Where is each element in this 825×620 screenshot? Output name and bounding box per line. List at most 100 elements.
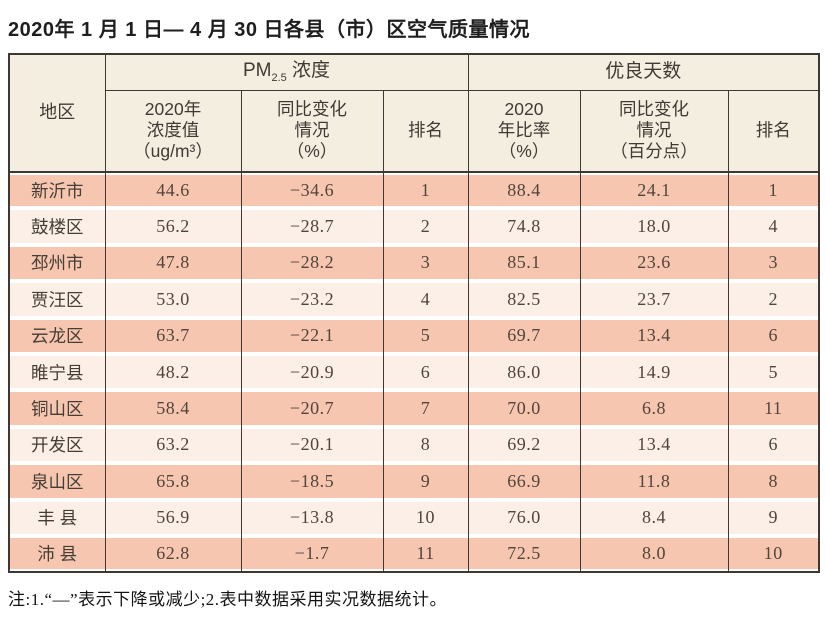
header-sub-row: 2020年 浓度值 （ug/m³） 同比变化 情况 （%） 排名 2020 年比… bbox=[9, 90, 820, 173]
page-title: 2020年 1 月 1 日— 4 月 30 日各县（市）区空气质量情况 bbox=[8, 19, 531, 41]
region-cell: 泉山区 bbox=[8, 463, 106, 500]
value-cell: 63.7 bbox=[104, 317, 242, 354]
value-cell: 5 bbox=[727, 353, 820, 391]
value-cell: 6 bbox=[727, 426, 820, 464]
value-cell: 9 bbox=[727, 499, 820, 536]
value-cell: −18.5 bbox=[240, 463, 384, 500]
value-cell: 11 bbox=[382, 535, 469, 573]
col-group-good-days: 优良天数 bbox=[467, 54, 820, 91]
value-cell: 70.0 bbox=[467, 390, 581, 427]
value-cell: 2 bbox=[382, 208, 469, 245]
value-cell: 88.4 bbox=[467, 172, 581, 209]
value-cell: 72.5 bbox=[467, 535, 581, 573]
value-cell: 4 bbox=[727, 208, 820, 245]
value-cell: 76.0 bbox=[467, 499, 581, 536]
header-group-row: 地区 PM2.5 浓度 优良天数 bbox=[8, 54, 820, 173]
region-cell: 鼓楼区 bbox=[8, 208, 106, 245]
value-cell: −23.2 bbox=[240, 281, 384, 318]
value-cell: 13.4 bbox=[579, 317, 729, 354]
table-row: 开发区 63.2 −20.1 8 69.2 13.4 6 bbox=[8, 426, 820, 464]
value-cell: −20.1 bbox=[240, 426, 384, 464]
table-row: 泉山区 65.8 −18.5 9 66.9 11.8 8 bbox=[8, 463, 820, 500]
table-row: 新沂市 44.6 −34.6 1 88.4 24.1 1 bbox=[8, 172, 820, 209]
value-cell: 6.8 bbox=[579, 390, 729, 427]
value-cell: 63.2 bbox=[104, 426, 242, 464]
region-cell: 丰 县 bbox=[8, 499, 106, 536]
value-cell: 5 bbox=[382, 317, 469, 354]
table-row: 丰 县 56.9 −13.8 10 76.0 8.4 9 bbox=[8, 499, 820, 536]
value-cell: 58.4 bbox=[104, 390, 242, 427]
region-cell: 新沂市 bbox=[8, 172, 106, 209]
table-row: 邳州市 47.8 −28.2 3 85.1 23.6 3 bbox=[8, 244, 820, 282]
value-cell: 6 bbox=[727, 317, 820, 354]
col-header-good-ratio: 2020 年比率 （%） bbox=[467, 90, 581, 173]
region-cell: 贾汪区 bbox=[8, 281, 106, 318]
table-row: 铜山区 58.4 −20.7 7 70.0 6.8 11 bbox=[8, 390, 820, 427]
value-cell: 85.1 bbox=[467, 244, 581, 282]
value-cell: 4 bbox=[382, 281, 469, 318]
value-cell: 7 bbox=[382, 390, 469, 427]
value-cell: 11 bbox=[727, 390, 820, 427]
region-cell: 云龙区 bbox=[8, 317, 106, 354]
value-cell: 53.0 bbox=[104, 281, 242, 318]
value-cell: −28.7 bbox=[240, 208, 384, 245]
value-cell: 56.2 bbox=[104, 208, 242, 245]
table-body: 新沂市 44.6 −34.6 1 88.4 24.1 1 鼓楼区 56.2 −28.7 2 74.8 1… bbox=[8, 172, 820, 573]
value-cell: −1.7 bbox=[240, 535, 384, 573]
col-header-pm-rank: 排名 bbox=[382, 90, 469, 173]
value-cell: 1 bbox=[382, 172, 469, 209]
value-cell: 82.5 bbox=[467, 281, 581, 318]
value-cell: −20.7 bbox=[240, 390, 384, 427]
value-cell: 8.0 bbox=[579, 535, 729, 573]
pm25-label-prefix: PM bbox=[242, 59, 272, 81]
col-header-good-change: 同比变化 情况 （百分点） bbox=[579, 90, 729, 173]
value-cell: 48.2 bbox=[104, 353, 242, 391]
col-header-pm-value: 2020年 浓度值 （ug/m³） bbox=[104, 90, 242, 173]
value-cell: 74.8 bbox=[467, 208, 581, 245]
value-cell: 2 bbox=[727, 281, 820, 318]
table-header: 地区 PM2.5 浓度 优良天数 2020年 浓度值 （ug/m³） 同比变化 … bbox=[8, 54, 820, 173]
value-cell: 65.8 bbox=[104, 463, 242, 500]
value-cell: 69.7 bbox=[467, 317, 581, 354]
value-cell: 86.0 bbox=[467, 353, 581, 391]
region-cell: 沛 县 bbox=[8, 535, 106, 573]
value-cell: 62.8 bbox=[104, 535, 242, 573]
col-header-region: 地区 bbox=[8, 54, 106, 173]
value-cell: 10 bbox=[382, 499, 469, 536]
value-cell: 3 bbox=[727, 244, 820, 282]
col-header-pm-change: 同比变化 情况 （%） bbox=[240, 90, 384, 173]
value-cell: 23.7 bbox=[579, 281, 729, 318]
value-cell: −34.6 bbox=[240, 172, 384, 209]
table-row: 睢宁县 48.2 −20.9 6 86.0 14.9 5 bbox=[8, 353, 820, 391]
region-cell: 邳州市 bbox=[8, 244, 106, 282]
value-cell: 56.9 bbox=[104, 499, 242, 536]
region-cell: 开发区 bbox=[8, 426, 106, 464]
value-cell: 14.9 bbox=[579, 353, 729, 391]
air-quality-table: 地区 PM2.5 浓度 优良天数 2020年 浓度值 （ug/m³） 同比变化 … bbox=[8, 53, 821, 574]
value-cell: 9 bbox=[382, 463, 469, 500]
region-cell: 铜山区 bbox=[8, 390, 106, 427]
value-cell: 11.8 bbox=[579, 463, 729, 500]
col-header-good-rank: 排名 bbox=[727, 90, 820, 173]
value-cell: 13.4 bbox=[579, 426, 729, 464]
region-cell: 睢宁县 bbox=[8, 353, 106, 391]
value-cell: −22.1 bbox=[240, 317, 384, 354]
value-cell: 3 bbox=[382, 244, 469, 282]
value-cell: 44.6 bbox=[104, 172, 242, 209]
value-cell: −28.2 bbox=[240, 244, 384, 282]
table-row: 鼓楼区 56.2 −28.7 2 74.8 18.0 4 bbox=[8, 208, 820, 245]
value-cell: 69.2 bbox=[467, 426, 581, 464]
value-cell: 66.9 bbox=[467, 463, 581, 500]
table-row: 沛 县 62.8 −1.7 11 72.5 8.0 10 bbox=[8, 535, 820, 573]
value-cell: 24.1 bbox=[579, 172, 729, 209]
pm25-label-suffix: 浓度 bbox=[286, 59, 331, 81]
value-cell: 47.8 bbox=[104, 244, 242, 282]
col-group-pm25: PM2.5 浓度 bbox=[104, 54, 469, 91]
value-cell: 23.6 bbox=[579, 244, 729, 282]
value-cell: 8 bbox=[727, 463, 820, 500]
value-cell: 10 bbox=[727, 535, 820, 573]
value-cell: 8 bbox=[382, 426, 469, 464]
value-cell: 8.4 bbox=[579, 499, 729, 536]
footnote: 注:1.“—”表示下降或减少;2.表中数据采用实况数据统计。 bbox=[8, 590, 448, 610]
